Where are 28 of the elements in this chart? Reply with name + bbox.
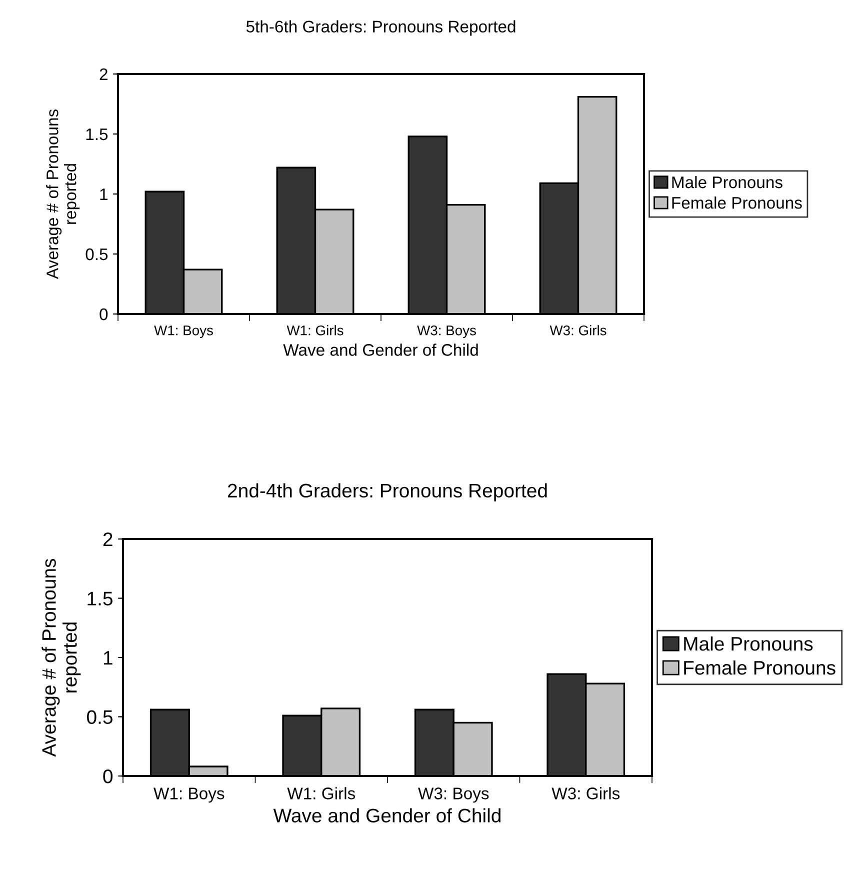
legend-label: Male Pronouns [684, 636, 813, 651]
y-tick-label: 0.5 [87, 710, 112, 724]
legend-label: Male Pronouns [672, 176, 782, 188]
x-axis-title: Wave and Gender of Child [273, 808, 500, 822]
y-tick-label: 1.5 [86, 128, 108, 140]
y-tick-label: 1.5 [88, 592, 112, 606]
y-tick-label: 0 [100, 308, 108, 320]
x-tick-label: W3: Girls [552, 787, 620, 800]
x-tick-label: W1: Girls [287, 787, 356, 800]
legend-label: Female Pronouns [684, 660, 836, 675]
x-tick-label: W1: Boys [154, 326, 213, 338]
x-tick-label: W1: Boys [154, 788, 224, 803]
y-tick-label: 2 [103, 532, 112, 546]
chart-title: 5th-6th Graders: Pronouns Reported [246, 20, 516, 36]
y-tick-label: 1 [100, 188, 108, 200]
y-tick-label: 2 [100, 68, 108, 80]
x-axis-title: Wave and Gender of Child [283, 344, 478, 356]
y-axis-title: Average # of Pronouns reported [42, 558, 81, 757]
x-tick-label: W3: Boys [417, 325, 476, 338]
chart-title: 2nd-4th Graders: Pronouns Reported [228, 483, 547, 502]
x-tick-label: W1: Girls [286, 325, 344, 336]
y-tick-label: 1 [104, 651, 112, 665]
x-tick-label: W3: Girls [550, 325, 606, 336]
y-tick-label: 0.5 [86, 248, 108, 260]
y-axis-title: Average # of Pronouns reported [46, 110, 80, 280]
legend-label: Female Pronouns [672, 196, 802, 209]
x-tick-label: W3: Boys [418, 788, 489, 803]
y-tick-label: 0 [103, 769, 113, 784]
